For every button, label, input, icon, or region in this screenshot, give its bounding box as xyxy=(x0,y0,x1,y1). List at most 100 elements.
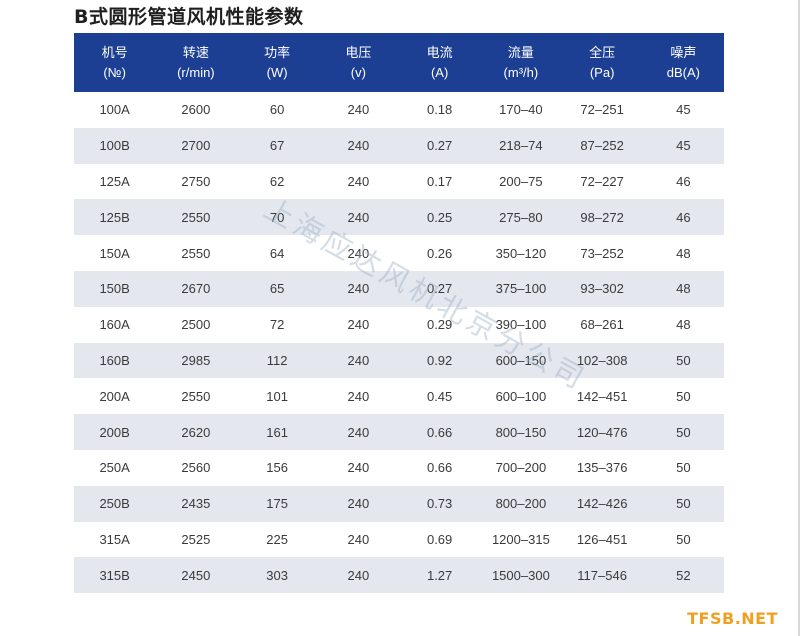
table-cell: 50 xyxy=(676,531,691,547)
table-cell: 0.29 xyxy=(426,317,453,333)
table-cell: 50 xyxy=(676,424,691,440)
table-cell: 72–227 xyxy=(580,173,624,189)
table-cell: 45 xyxy=(676,102,691,118)
table-cell: 48 xyxy=(676,245,691,261)
table-cell: 1.27 xyxy=(426,567,453,583)
table-cell: 2620 xyxy=(181,424,211,440)
table-row: 125B 2550 70 240 0.25 275–80 98–272 46 xyxy=(74,199,724,236)
table-cell: 2525 xyxy=(181,531,211,547)
table-cell: 160B xyxy=(99,352,130,368)
table-cell: 240 xyxy=(347,352,370,368)
table-cell: 150A xyxy=(99,245,130,261)
table-cell: 50 xyxy=(676,496,691,512)
table-cell: 60 xyxy=(269,102,285,118)
table-cell: 46 xyxy=(676,173,691,189)
table-cell: 2550 xyxy=(181,388,211,404)
table-cell: 50 xyxy=(676,460,691,476)
table-cell: 2450 xyxy=(181,567,211,583)
table-row: 100B 2700 67 240 0.27 218–74 87–252 45 xyxy=(74,127,724,164)
table-cell: 240 xyxy=(347,496,370,512)
header-cell-airflow: 流量 (m³/h) xyxy=(503,44,539,80)
table-cell: 240 xyxy=(347,102,370,118)
performance-table: 机号 (№) 转速 (r/min) 功率 (W) 电压 (v) 电流 (A) 流量 (m³/… xyxy=(74,33,724,594)
table-cell: 303 xyxy=(266,567,288,583)
table-row: 150B 2670 65 240 0.27 375–100 93–302 48 xyxy=(74,270,724,307)
table-cell: 100A xyxy=(99,102,130,118)
table-cell: 240 xyxy=(347,460,370,476)
table-cell: 240 xyxy=(347,567,370,583)
table-cell: 0.73 xyxy=(426,496,453,512)
table-cell: 72 xyxy=(269,317,285,333)
table-cell: 125B xyxy=(99,209,130,225)
table-cell: 48 xyxy=(676,317,691,333)
table-cell: 160A xyxy=(99,317,130,333)
table-cell: 375–100 xyxy=(495,281,547,297)
table-cell: 2750 xyxy=(181,173,211,189)
table-cell: 200A xyxy=(99,388,130,404)
table-cell: 240 xyxy=(347,173,370,189)
table-cell: 2560 xyxy=(181,460,211,476)
table-row: 315B 2450 303 240 1.27 1500–300 117–546 52 xyxy=(74,557,724,594)
table-cell: 240 xyxy=(347,281,370,297)
table-cell: 240 xyxy=(347,388,370,404)
header-cell-current: 电流 (A) xyxy=(426,44,453,80)
table-cell: 67 xyxy=(269,138,285,154)
table-cell: 117–546 xyxy=(577,567,627,583)
table-cell: 1200–315 xyxy=(491,531,550,547)
table-cell: 48 xyxy=(676,281,691,297)
table-cell: 101 xyxy=(266,388,288,404)
header-cell-power: 功率 (W) xyxy=(264,44,291,80)
table-cell: 2500 xyxy=(181,317,211,333)
table-row: 315A 2525 225 240 0.69 1200–315 126–451 50 xyxy=(74,522,724,558)
table-cell: 240 xyxy=(347,424,370,440)
table-cell: 50 xyxy=(676,388,691,404)
table-cell: 2600 xyxy=(181,102,211,118)
table-cell: 275–80 xyxy=(499,209,543,225)
table-cell: 600–100 xyxy=(495,388,547,404)
table-cell: 46 xyxy=(676,209,691,225)
table-row: 150A 2550 64 240 0.26 350–120 73–252 48 xyxy=(74,235,724,271)
table-cell: 150B xyxy=(99,281,130,297)
table-cell: 45 xyxy=(676,138,691,154)
table-cell: 218–74 xyxy=(499,138,543,154)
table-cell: 2700 xyxy=(181,138,211,154)
table-cell: 200B xyxy=(99,424,130,440)
header-cell-voltage: 电压 (v) xyxy=(345,44,372,80)
header-cell-pressure: 全压 (Pa) xyxy=(589,44,616,80)
table-cell: 800–150 xyxy=(495,424,547,440)
table-cell: 156 xyxy=(266,460,288,476)
table-cell: 0.27 xyxy=(426,281,453,297)
table-row: 200B 2620 161 240 0.66 800–150 120–476 50 xyxy=(74,414,724,450)
table-cell: 0.26 xyxy=(426,245,453,261)
table-cell: 0.69 xyxy=(426,531,453,547)
page-title: B式圆形管道风机性能参数 xyxy=(74,6,304,28)
table-row: 250A 2560 156 240 0.66 700–200 135–376 50 xyxy=(74,450,724,486)
table-cell: 93–302 xyxy=(580,281,624,297)
table-cell: 0.66 xyxy=(426,460,453,476)
table-cell: 350–120 xyxy=(495,245,547,261)
table-cell: 120–476 xyxy=(576,424,628,440)
table-cell: 50 xyxy=(676,352,691,368)
table-cell: 102–308 xyxy=(576,352,628,368)
table-cell: 62 xyxy=(269,173,285,189)
table-cell: 200–75 xyxy=(499,173,543,189)
table-cell: 72–251 xyxy=(580,102,624,118)
table-cell: 175 xyxy=(266,496,288,512)
table-cell: 700–200 xyxy=(495,460,547,476)
table-cell: 315B xyxy=(99,567,130,583)
table-header: 机号 (№) 转速 (r/min) 功率 (W) 电压 (v) 电流 (A) 流量 (m³/… xyxy=(74,33,724,92)
table-cell: 2985 xyxy=(181,352,211,368)
table-row: 160A 2500 72 240 0.29 390–100 68–261 48 xyxy=(74,307,724,343)
table-cell: 0.66 xyxy=(426,424,453,440)
table-cell: 240 xyxy=(347,245,370,261)
table-cell: 125A xyxy=(99,173,130,189)
table-row: 125A 2750 62 240 0.17 200–75 72–227 46 xyxy=(74,164,724,200)
table-cell: 2550 xyxy=(181,209,211,225)
table-cell: 65 xyxy=(269,281,285,297)
table-cell: 52 xyxy=(676,567,691,583)
table-cell: 0.18 xyxy=(426,102,453,118)
table-cell: 0.25 xyxy=(426,209,453,225)
table-cell: 240 xyxy=(347,209,370,225)
table-cell: 64 xyxy=(269,245,285,261)
table-row: 160B 2985 112 240 0.92 600–150 102–308 50 xyxy=(74,342,724,379)
